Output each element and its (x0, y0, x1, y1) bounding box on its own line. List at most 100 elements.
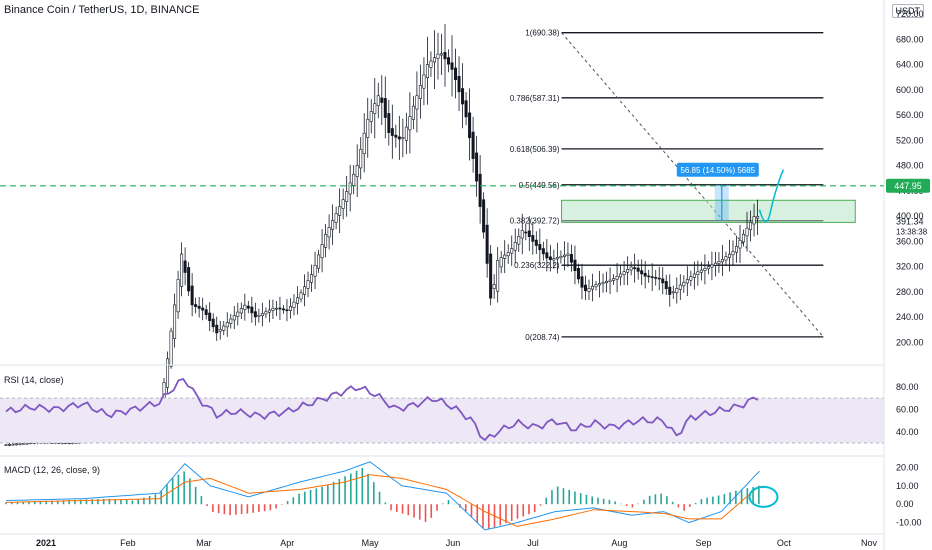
candle-body (303, 286, 307, 295)
fib-trend-line (561, 32, 824, 338)
macd-histogram-bar (338, 479, 341, 505)
macd-histogram-bar (631, 504, 634, 508)
candle-body (306, 280, 310, 289)
measure-label-box (676, 162, 759, 177)
macd-histogram-bar (355, 470, 358, 505)
candle-body (678, 284, 682, 290)
candle-body (11, 443, 15, 446)
macd-histogram-bar (212, 504, 214, 513)
candle-body (345, 191, 349, 202)
macd-histogram-bar (666, 496, 668, 505)
candle-body (352, 173, 356, 186)
macd-histogram-bar (735, 490, 737, 505)
candle-body (317, 254, 321, 269)
time-tick-label: Apr (280, 538, 294, 548)
candle-body (713, 262, 717, 266)
rsi-line (5, 377, 759, 442)
candle-body (727, 253, 731, 258)
candle-body (362, 132, 366, 155)
candle-body (190, 285, 194, 306)
candle-body (324, 234, 328, 248)
macd-histogram-bar (528, 504, 530, 515)
candle-body (166, 358, 170, 388)
candle-body (422, 74, 426, 89)
candle-body (643, 272, 647, 277)
candle-body (612, 278, 616, 281)
candle-body (562, 254, 566, 257)
candle-body (8, 444, 12, 446)
macd-histogram-bar (45, 500, 48, 505)
macd-histogram-bar (384, 502, 387, 505)
macd-histogram-bar (361, 467, 364, 505)
macd-histogram-bar (344, 476, 346, 505)
candle-body (401, 137, 405, 139)
candle-body (699, 269, 703, 273)
candle-body (538, 244, 542, 250)
macd-histogram-bar (407, 504, 410, 516)
candle-body (288, 306, 292, 311)
macd-histogram-bar (522, 504, 525, 517)
candle-body (545, 252, 549, 259)
macd-histogram-bar (516, 504, 519, 519)
macd-histogram-bar (430, 504, 433, 518)
macd-histogram-bar (505, 504, 507, 524)
macd-histogram-bar (85, 499, 88, 505)
candle-body (408, 116, 412, 131)
candle-body (583, 284, 587, 292)
candle-body (703, 268, 707, 271)
candle-body (341, 199, 345, 209)
candle-body (696, 271, 700, 275)
price-tick-label: 320.00 (896, 262, 924, 272)
macd-histogram-bar (56, 500, 59, 505)
candle-body (636, 267, 640, 272)
candle-body (211, 318, 215, 328)
candle-body (443, 52, 447, 60)
candle-body (22, 442, 26, 445)
candle-body (742, 233, 746, 243)
time-tick-label: Feb (120, 538, 136, 548)
macd-histogram-bar (712, 496, 714, 505)
candle-body (411, 105, 415, 120)
candle-body (749, 222, 753, 231)
macd-histogram-bar (585, 494, 588, 505)
time-tick-label: Aug (611, 538, 627, 548)
macd-histogram-bar (217, 504, 220, 514)
macd-histogram-bar (390, 504, 392, 511)
currency-badge[interactable]: USDT (891, 4, 924, 18)
candle-body (222, 325, 226, 331)
candle-body (267, 309, 271, 313)
candle-body (566, 253, 570, 256)
candle-body (569, 253, 573, 263)
candle-body (394, 134, 398, 138)
candle-body (218, 329, 222, 332)
macd-histogram-bar (143, 497, 145, 505)
macd-histogram-bar (694, 502, 697, 505)
support-zone (561, 199, 856, 223)
candle-body (239, 308, 243, 314)
macd-histogram-bar (102, 498, 105, 505)
macd-histogram-bar (131, 500, 134, 505)
macd-line (5, 461, 760, 531)
candle-body (576, 268, 580, 280)
macd-histogram-bar (556, 486, 559, 505)
macd-histogram-bar (482, 504, 484, 529)
time-tick-label: Jun (446, 538, 461, 548)
candle-body (745, 227, 749, 237)
macd-histogram-bar (206, 504, 208, 507)
candle-body (461, 88, 465, 105)
candle-body (682, 281, 686, 287)
macd-histogram-bar (447, 499, 450, 505)
macd-histogram-bar (148, 495, 151, 505)
candle-body (260, 313, 264, 316)
candle-body (436, 53, 440, 59)
macd-histogram-bar (252, 504, 254, 513)
macd-histogram-bar (545, 497, 548, 505)
candle-body (387, 113, 391, 133)
candle-body (180, 253, 184, 287)
candle-body (338, 206, 342, 216)
macd-histogram-bar (758, 485, 760, 505)
candle-body (717, 261, 721, 264)
candle-body (485, 224, 489, 264)
macd-histogram-bar (304, 491, 306, 505)
